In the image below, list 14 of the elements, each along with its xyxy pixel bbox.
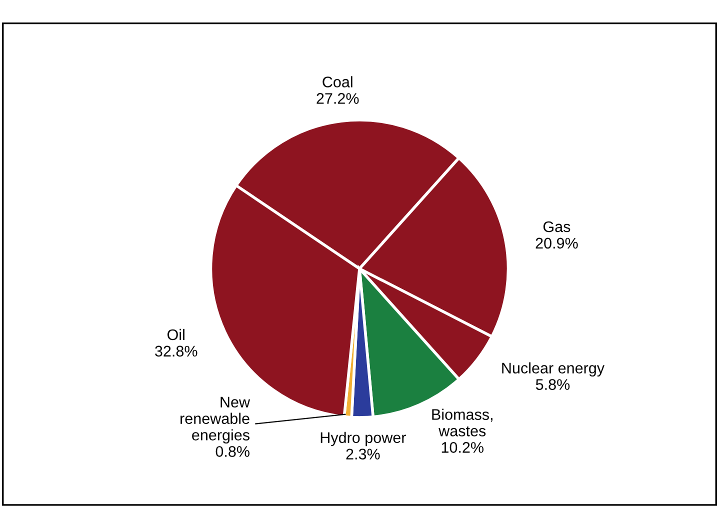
- data-label: 27.2%: [316, 93, 359, 104]
- slice-label: Oil: [167, 328, 184, 340]
- data-label: 32.8%: [155, 346, 198, 357]
- data-label: 5.8%: [536, 379, 570, 390]
- slice-label: Coal: [322, 76, 352, 88]
- data-label: 10.2%: [442, 442, 484, 453]
- slice-label: Hydro power: [320, 432, 406, 446]
- slice-label: New renewable energies: [180, 396, 250, 444]
- slice-label: Gas: [543, 221, 570, 232]
- slice-label: Biomass, wastes: [432, 408, 492, 436]
- data-label: 20.9%: [536, 238, 578, 249]
- data-label: 2.3%: [346, 448, 380, 460]
- data-label: 0.8%: [216, 446, 250, 457]
- slice-label: Nuclear energy: [502, 362, 605, 377]
